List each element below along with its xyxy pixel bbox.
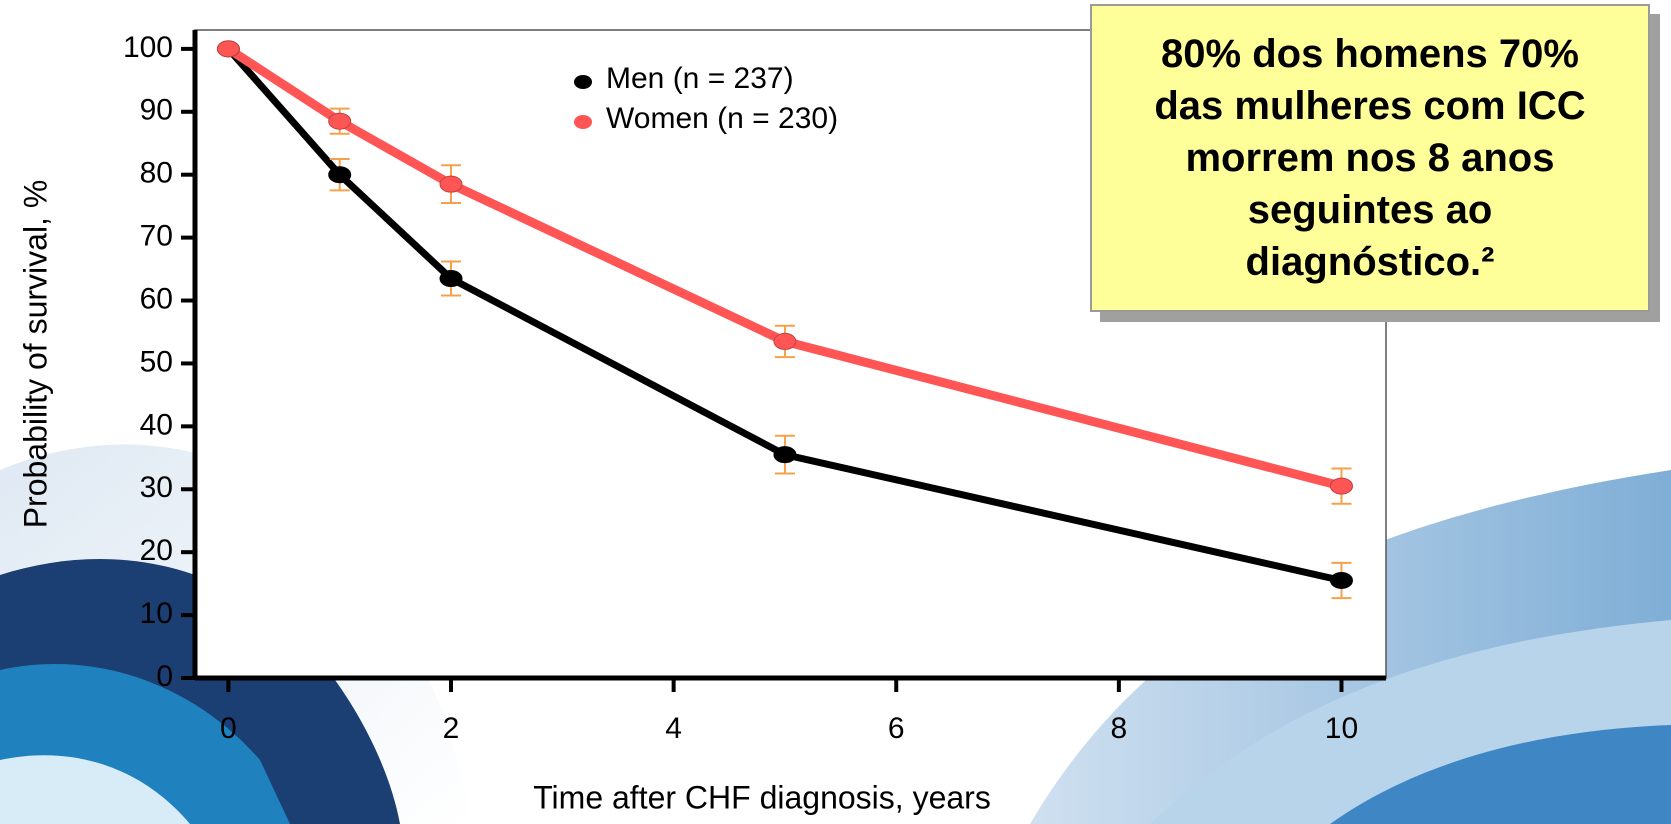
x-tick-label: 8 <box>1111 712 1128 745</box>
data-point <box>217 41 239 57</box>
y-tick-label: 20 <box>140 534 173 567</box>
x-tick-label: 0 <box>220 712 237 745</box>
data-point <box>1330 478 1352 494</box>
data-point <box>440 271 462 287</box>
data-point <box>774 333 796 349</box>
legend-label: Men (n = 237) <box>606 62 794 95</box>
x-axis-label: Time after CHF diagnosis, years <box>533 779 991 815</box>
y-tick-label: 30 <box>140 471 173 504</box>
y-tick-label: 100 <box>123 31 173 64</box>
y-axis-label: Probability of survival, % <box>17 180 53 529</box>
y-tick-label: 40 <box>140 408 173 441</box>
legend-label: Women (n = 230) <box>606 102 838 135</box>
y-tick-label: 50 <box>140 345 173 378</box>
data-point <box>329 113 351 129</box>
legend-marker <box>574 75 592 89</box>
y-tick-label: 80 <box>140 157 173 190</box>
data-point <box>329 167 351 183</box>
annotation-box: 80% dos homens 70% das mulheres com ICC … <box>1090 4 1650 312</box>
data-point <box>774 447 796 463</box>
data-point <box>440 176 462 192</box>
data-point <box>1330 572 1352 588</box>
x-tick-label: 6 <box>888 712 905 745</box>
y-tick-label: 10 <box>140 597 173 630</box>
y-tick-label: 70 <box>140 220 173 253</box>
legend-marker <box>574 115 592 129</box>
x-tick-label: 2 <box>443 712 460 745</box>
x-tick-label: 10 <box>1325 712 1358 745</box>
y-tick-label: 60 <box>140 282 173 315</box>
x-tick-label: 4 <box>665 712 682 745</box>
page: {"chart_data": {"type": "line", "x_label… <box>0 0 1671 824</box>
y-tick-label: 0 <box>156 660 173 693</box>
y-tick-label: 90 <box>140 94 173 127</box>
